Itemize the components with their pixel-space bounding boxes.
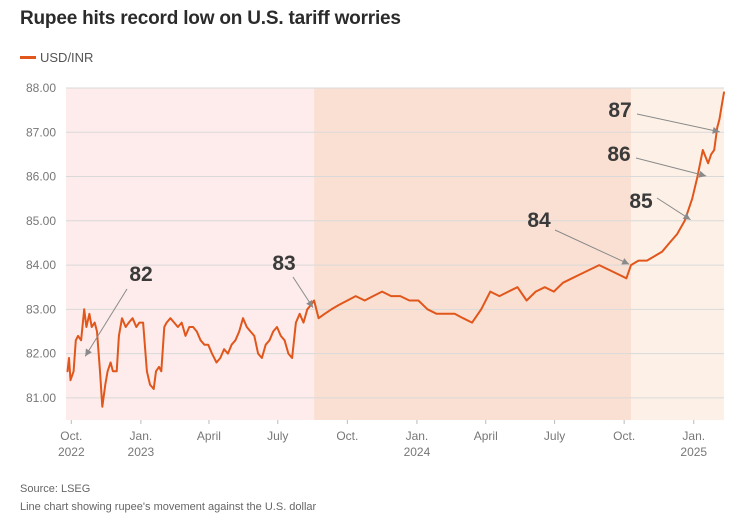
y-axis-ticks: 81.00 82.00 83.00 84.00 85.00 86.00 87.00 88.00 xyxy=(26,81,56,405)
x-tick-year-label: 2025 xyxy=(680,445,707,459)
x-tick-year-label: 2024 xyxy=(404,445,431,459)
annotation-label-85: 85 xyxy=(629,190,653,213)
annotation-arrowhead-84 xyxy=(621,258,630,265)
x-tick-label: Jan. xyxy=(406,429,429,443)
shaded-periods xyxy=(66,88,724,420)
y-tick-label: 88.00 xyxy=(26,81,56,95)
annotation-label-87: 87 xyxy=(608,99,631,122)
x-tick-label: Oct. xyxy=(613,429,635,443)
source-note: Source: LSEG xyxy=(20,483,91,495)
chart-legend: USD/INR xyxy=(20,50,93,65)
annotation-label-84: 84 xyxy=(527,209,551,232)
line-chart: 81.00 82.00 83.00 84.00 85.00 86.00 87.00 88.00… xyxy=(26,81,725,459)
annotation-arrowhead-87 xyxy=(712,126,720,134)
chart-caption: Line chart showing rupee's movement agai… xyxy=(20,501,317,513)
y-tick-label: 83.00 xyxy=(26,302,56,316)
shaded-period-1 xyxy=(66,88,315,420)
y-tick-label: 84.00 xyxy=(26,258,56,272)
y-tick-label: 86.00 xyxy=(26,170,56,184)
legend-swatch xyxy=(20,56,36,59)
x-tick-year-label: 2022 xyxy=(58,445,85,459)
shaded-period-2 xyxy=(314,88,631,420)
annotation-leader-82 xyxy=(84,288,128,357)
x-tick-label: April xyxy=(474,429,498,443)
y-tick-label: 82.00 xyxy=(26,347,56,361)
annotation-arrowhead-85 xyxy=(682,212,691,220)
x-tick-year-label: 2023 xyxy=(128,445,155,459)
annotation-arrowhead-82 xyxy=(85,348,92,357)
x-tick-label: July xyxy=(544,429,565,443)
annotation-label-82: 82 xyxy=(129,263,152,286)
grid-lines xyxy=(66,87,724,399)
x-tick-label: Oct. xyxy=(60,429,82,443)
shaded-period-3 xyxy=(630,88,724,420)
annotation-label-86: 86 xyxy=(607,143,630,166)
annotation-arrowhead-83 xyxy=(306,299,313,308)
series-group xyxy=(66,91,725,408)
x-tick-label: Jan. xyxy=(682,429,705,443)
annotation-arrowhead-86 xyxy=(698,170,707,178)
chart-title: Rupee hits record low on U.S. tariff wor… xyxy=(20,8,401,29)
annotation-label-83: 83 xyxy=(272,252,295,275)
x-tick-label: April xyxy=(197,429,221,443)
x-axis-ticks: Oct. 2022 Jan. 2023 April July Oct. Jan. 2024 Apr… xyxy=(58,420,707,459)
x-tick-label: Jan. xyxy=(130,429,153,443)
x-tick-label: Oct. xyxy=(336,429,358,443)
annotations-group: 82 83 84 85 86 87 xyxy=(84,99,720,357)
y-tick-label: 81.00 xyxy=(26,391,56,405)
annotation-leader-84 xyxy=(554,229,630,265)
annotation-leader-87 xyxy=(636,113,720,133)
y-tick-label: 85.00 xyxy=(26,214,56,228)
x-tick-label: July xyxy=(267,429,288,443)
annotation-leader-86 xyxy=(635,157,707,177)
legend-label: USD/INR xyxy=(40,50,94,65)
y-tick-label: 87.00 xyxy=(26,125,56,139)
series-line-usd-inr xyxy=(66,91,725,408)
